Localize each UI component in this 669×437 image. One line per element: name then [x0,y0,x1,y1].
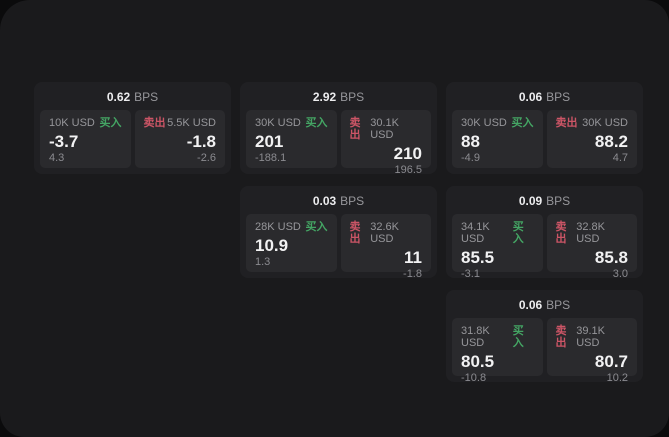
buy-panel[interactable]: 28K USD 买入 10.9 1.3 [246,214,337,272]
bps-value: 0.09 [518,193,543,208]
buy-sub-value: 4.3 [49,152,65,164]
bps-unit-label: BPS [546,297,571,312]
quote-panels: 30K USD 买入 88 -4.9 卖出 30K USD 88.2 4.7 [452,110,637,168]
sell-side-label: 卖出 [555,221,567,245]
buy-amount: 28K USD [255,221,301,233]
buy-price: 80.5 [461,352,495,371]
sell-amount: 39.1K USD [576,325,605,349]
buy-price: 85.5 [461,248,495,267]
buy-side-label: 买入 [512,325,524,349]
quote-card: 0.62 BPS 10K USD 买入 -3.7 4.3 卖出 5.5K USD… [34,82,231,174]
sell-sub-value: 196.5 [394,164,422,174]
buy-amount: 30K USD [461,117,507,129]
sell-side-label: 卖出 [555,117,578,129]
sell-amount: 5.5K USD [167,117,216,129]
quote-card: 0.09 BPS 34.1K USD 买入 85.5 -3.1 卖出 32.8K… [446,186,643,278]
buy-price: 10.9 [255,236,289,255]
bps-header: 0.06 BPS [446,82,643,108]
buy-sub-value: -10.8 [461,372,487,382]
sell-sub-value: 10.2 [606,372,628,382]
sell-price: -1.8 [186,132,216,151]
quote-panels: 28K USD 买入 10.9 1.3 卖出 32.6K USD 11 -1.8 [246,214,431,278]
buy-sub-value: -3.1 [461,268,480,278]
sell-panel[interactable]: 卖出 32.8K USD 85.8 3.0 [546,214,637,278]
bps-header: 0.03 BPS [240,186,437,212]
buy-price: -3.7 [49,132,79,151]
bps-header: 0.62 BPS [34,82,231,108]
bps-header: 0.09 BPS [446,186,643,212]
bps-value: 0.06 [518,297,543,312]
sell-side-label: 卖出 [349,117,361,141]
bps-unit-label: BPS [546,193,571,208]
buy-sub-value: 1.3 [255,256,271,268]
quote-panels: 34.1K USD 买入 85.5 -3.1 卖出 32.8K USD 85.8… [452,214,637,278]
sell-amount: 30.1K USD [370,117,399,141]
quote-card: 0.03 BPS 28K USD 买入 10.9 1.3 卖出 32.6K US… [240,186,437,278]
bps-value: 0.62 [106,89,131,104]
sell-amount: 32.8K USD [576,221,605,245]
sell-panel[interactable]: 卖出 32.6K USD 11 -1.8 [340,214,431,278]
bps-value: 0.06 [518,89,543,104]
buy-panel[interactable]: 34.1K USD 买入 85.5 -3.1 [452,214,543,278]
buy-panel[interactable]: 30K USD 买入 201 -188.1 [246,110,337,168]
buy-sub-value: -4.9 [461,152,480,164]
buy-amount: 30K USD [255,117,301,129]
buy-side-label: 买入 [512,221,524,245]
buy-amount: 31.8K USD [461,325,490,349]
buy-amount: 34.1K USD [461,221,490,245]
bps-header: 2.92 BPS [240,82,437,108]
buy-side-label: 买入 [99,117,122,129]
bps-unit-label: BPS [340,89,365,104]
bps-unit-label: BPS [546,89,571,104]
quote-panels: 10K USD 买入 -3.7 4.3 卖出 5.5K USD -1.8 -2.… [40,110,225,168]
sell-price: 210 [393,144,422,163]
sell-panel[interactable]: 卖出 30K USD 88.2 4.7 [546,110,637,168]
quote-card: 0.06 BPS 30K USD 买入 88 -4.9 卖出 30K USD 8… [446,82,643,174]
buy-panel[interactable]: 10K USD 买入 -3.7 4.3 [40,110,131,168]
sell-panel[interactable]: 卖出 30.1K USD 210 196.5 [340,110,431,174]
quote-card: 0.06 BPS 31.8K USD 买入 80.5 -10.8 卖出 39.1… [446,290,643,382]
sell-side-label: 卖出 [349,221,361,245]
buy-sub-value: -188.1 [255,152,287,164]
quote-panels: 31.8K USD 买入 80.5 -10.8 卖出 39.1K USD 80.… [452,318,637,382]
sell-side-label: 卖出 [555,325,567,349]
sell-panel[interactable]: 卖出 5.5K USD -1.8 -2.6 [134,110,225,168]
bps-value: 0.03 [312,193,337,208]
sell-price: 88.2 [594,132,628,151]
buy-side-label: 买入 [305,221,328,233]
sell-amount: 30K USD [582,117,628,129]
quote-card: 2.92 BPS 30K USD 买入 201 -188.1 卖出 30.1K … [240,82,437,174]
buy-side-label: 买入 [305,117,328,129]
sell-price: 85.8 [594,248,628,267]
sell-sub-value: 3.0 [612,268,628,278]
buy-side-label: 买入 [511,117,534,129]
bps-unit-label: BPS [134,89,159,104]
bps-header: 0.06 BPS [446,290,643,316]
sell-sub-value: 4.7 [612,152,628,164]
sell-price: 80.7 [594,352,628,371]
sell-amount: 32.6K USD [370,221,399,245]
buy-amount: 10K USD [49,117,95,129]
sell-sub-value: -2.6 [197,152,216,164]
sell-sub-value: -1.8 [403,268,422,278]
buy-price: 201 [255,132,284,151]
bps-value: 2.92 [312,89,337,104]
sell-panel[interactable]: 卖出 39.1K USD 80.7 10.2 [546,318,637,382]
bps-unit-label: BPS [340,193,365,208]
buy-panel[interactable]: 30K USD 买入 88 -4.9 [452,110,543,168]
buy-price: 88 [461,132,480,151]
quote-panels: 30K USD 买入 201 -188.1 卖出 30.1K USD 210 1… [246,110,431,174]
sell-price: 11 [404,248,422,267]
sell-side-label: 卖出 [143,117,166,129]
buy-panel[interactable]: 31.8K USD 买入 80.5 -10.8 [452,318,543,382]
